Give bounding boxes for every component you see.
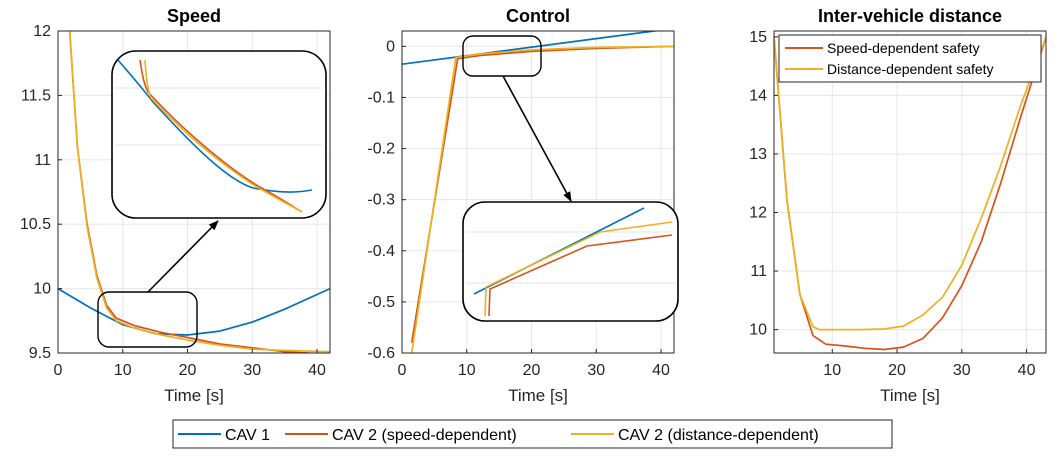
control-xtick-label: 0 [398,362,407,379]
control-xtick-label: 40 [652,362,670,379]
control-ytick-label: -0.6 [367,345,395,362]
legend-speed-dependent: CAV 2 (speed-dependent) [332,427,517,444]
speed-xtick-label: 0 [54,362,63,379]
control-title: Control [506,6,570,26]
speed-ytick-label: 11.5 [21,87,51,104]
control-xtick-label: 30 [587,362,605,379]
control-ytick-label: -0.1 [367,89,395,106]
distance-legend-box [778,34,1042,83]
distance-legend-distance: Distance-dependent safety [827,61,994,77]
speed-ticks: 0 10 20 30 40 9.5 10 10.5 11 11.5 12 [20,23,326,379]
distance-ticks: 10 20 30 40 10 11 12 13 14 15 [749,29,1035,379]
control-ytick-label: -0.3 [367,192,395,209]
distance-title: Inter-vehicle distance [818,6,1002,26]
control-inset-distance-dependent [484,221,673,317]
distance-panel: Inter-vehicle distance 10 20 30 40101112131… [749,6,1047,405]
speed-xtick-label: 40 [308,362,326,379]
distance-ytick-label: 10 [749,322,767,339]
distance-xlabel: Time [s] [880,386,940,405]
speed-zoom-region [97,291,198,348]
control-xtick-label: 10 [458,362,476,379]
speed-inset-cav1 [117,59,313,193]
control-inset-frame [462,201,679,322]
control-ticks: 0 10 20 30 40 0 -0.1 -0.2 -0.3 -0.4 -0.5 -0.6 [367,38,670,379]
distance-ytick-label: 14 [749,87,767,104]
speed-zoom-arrow [147,220,219,293]
control-ytick-label: -0.2 [367,141,395,158]
distance-legend-speed: Speed-dependent safety [827,40,980,56]
speed-ytick-label: 11 [34,152,51,169]
distance-legend: Speed-dependent safety Distance-dependen… [778,34,1042,83]
control-series-line-3 [410,45,674,353]
legend-distance-dependent: CAV 2 (distance-dependent) [618,427,819,444]
control-ytick-label: -0.5 [367,294,395,311]
speed-ytick-label: 12 [33,23,51,40]
distance-series-line-2 [774,36,1046,331]
control-zoom-inset [462,201,679,322]
speed-title: Speed [167,6,221,26]
speed-inset-grid [115,87,322,146]
control-inset-speed-dependent [488,234,673,317]
speed-ytick-label: 10 [33,281,51,298]
control-ytick-label: 0 [386,38,395,55]
control-zoom-arrow [502,75,572,202]
distance-ytick-label: 13 [749,146,767,163]
speed-axes-box [57,30,331,354]
speed-xtick-label: 30 [243,362,261,379]
distance-xtick-label: 40 [1018,362,1036,379]
speed-inset-frame [111,50,327,219]
distance-axes-box [773,30,1047,354]
control-xtick-label: 20 [523,362,541,379]
bottom-legend: CAV 1 CAV 2 (speed-dependent) CAV 2 (dis… [172,419,893,449]
control-inset-grid [466,231,675,284]
speed-inset-distance-dependent [144,59,303,213]
distance-xtick-label: 10 [823,362,841,379]
distance-ytick-label: 15 [749,29,767,46]
distance-ytick-label: 12 [749,204,767,221]
legend-cav1: CAV 1 [225,427,270,444]
speed-panel: Speed 0 10 20 30 40 9.5 10 10.5 11 11.5 12 Time [s… [20,6,331,405]
control-panel: Control 0 10 20 30 40 0 -0.1 -0.2 -0.3 -0.4 -0.5 -0… [367,6,679,405]
speed-xtick-label: 20 [179,362,197,379]
distance-ytick-label: 11 [750,263,767,280]
control-zoom-region [462,35,542,77]
distance-series-line-1 [774,36,1046,351]
control-xlabel: Time [s] [508,386,568,405]
control-series-line-1 [402,31,661,66]
distance-xtick-label: 30 [953,362,971,379]
speed-series-line-1 [58,287,330,336]
control-axes-box [401,30,675,354]
speed-inset-speed-dependent [139,59,303,213]
control-ytick-label: -0.4 [367,243,395,260]
control-series [402,31,674,353]
distance-xtick-label: 20 [888,362,906,379]
speed-zoom-inset [111,50,327,219]
speed-ytick-label: 9.5 [29,345,51,362]
speed-xtick-label: 10 [114,362,132,379]
distance-series [774,36,1046,351]
speed-xlabel: Time [s] [164,386,224,405]
speed-ytick-label: 10.5 [20,216,51,233]
